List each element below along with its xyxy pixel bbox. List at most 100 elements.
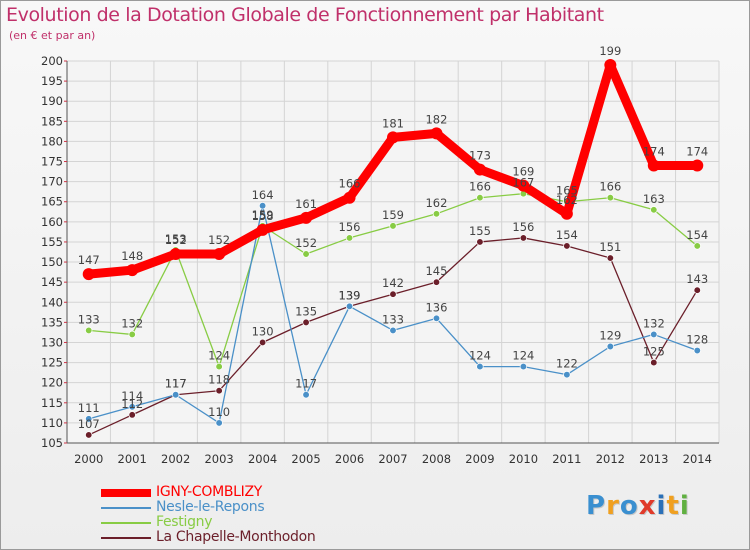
data-label: 142 (382, 276, 404, 290)
data-point (215, 419, 223, 427)
data-label: 133 (382, 312, 404, 326)
x-tick-label: 2009 (465, 452, 494, 466)
data-point (650, 358, 658, 367)
y-tick-label: 160 (41, 215, 63, 229)
y-tick-label: 150 (41, 255, 63, 269)
data-label: 166 (339, 177, 361, 191)
data-label: 117 (165, 377, 187, 391)
data-point (85, 431, 93, 439)
x-tick-label: 2002 (161, 452, 190, 466)
data-point (389, 326, 397, 335)
y-tick-label: 165 (41, 195, 63, 209)
data-label: 143 (686, 272, 708, 286)
data-label: 114 (121, 389, 143, 403)
x-tick-label: 2012 (596, 452, 625, 466)
data-label: 133 (78, 312, 100, 326)
chart-title: Evolution de la Dotation Globale de Fonc… (6, 4, 604, 26)
y-tick-label: 185 (41, 114, 63, 128)
data-label: 162 (556, 193, 578, 207)
data-point (519, 362, 528, 371)
data-point (172, 391, 180, 399)
data-point (300, 211, 313, 224)
data-point (82, 268, 95, 281)
x-tick-label: 2010 (509, 452, 538, 466)
data-label: 153 (165, 232, 187, 246)
data-label: 152 (208, 233, 230, 247)
data-point (215, 387, 223, 395)
data-label: 130 (252, 324, 274, 338)
data-point (604, 59, 617, 72)
data-label: 167 (512, 176, 534, 190)
data-label: 128 (686, 333, 708, 347)
data-point (606, 254, 614, 262)
logo-letter: i (679, 491, 690, 521)
data-label: 152 (165, 233, 187, 247)
x-tick-label: 2013 (639, 452, 668, 466)
legend-swatch (101, 537, 151, 539)
data-label: 158 (252, 209, 274, 223)
y-tick-label: 155 (41, 235, 63, 249)
x-tick-label: 2001 (118, 452, 147, 466)
proxiti-logo: Proxiti (586, 491, 690, 521)
legend-label: La Chapelle-Monthodon (156, 529, 316, 545)
data-point (256, 223, 269, 236)
legend-label: Festigny (156, 514, 213, 530)
data-point (476, 194, 484, 202)
data-label: 199 (599, 44, 621, 58)
x-tick-label: 2003 (204, 452, 233, 466)
data-point (126, 264, 139, 277)
legend-label: IGNY-COMBLIZY (156, 484, 263, 500)
data-label: 129 (599, 328, 621, 342)
data-point (606, 194, 614, 202)
data-label: 159 (382, 208, 404, 222)
data-label: 139 (339, 288, 361, 302)
data-label: 139 (339, 288, 361, 302)
data-label: 151 (599, 240, 621, 254)
y-tick-label: 195 (41, 74, 63, 88)
data-label: 145 (425, 264, 447, 278)
data-point (215, 362, 223, 371)
data-point (258, 338, 267, 347)
data-label: 148 (121, 249, 143, 263)
legend-swatch (101, 522, 151, 524)
data-point (563, 370, 571, 379)
data-point (169, 248, 182, 261)
y-tick-label: 135 (41, 315, 63, 329)
data-label: 162 (425, 196, 447, 210)
y-tick-label: 130 (41, 335, 63, 349)
data-point (85, 326, 93, 335)
data-label: 154 (556, 228, 578, 242)
y-tick-label: 190 (41, 94, 63, 108)
data-point (213, 248, 226, 261)
data-point (691, 159, 704, 172)
data-label: 156 (339, 220, 361, 234)
data-point (389, 222, 397, 230)
data-point (693, 242, 701, 250)
data-point (693, 286, 701, 294)
logo-letter: t (666, 491, 680, 521)
data-label: 161 (295, 197, 317, 211)
data-point (128, 403, 136, 411)
logo-letter: x (638, 491, 657, 521)
x-tick-label: 2005 (291, 452, 320, 466)
data-label: 182 (425, 112, 447, 126)
data-point (302, 318, 310, 327)
y-tick-label: 110 (41, 416, 63, 430)
logo-letter: P (586, 491, 607, 521)
data-point (517, 179, 530, 192)
data-point (345, 234, 354, 242)
data-point (343, 191, 356, 204)
logo-letter: o (619, 491, 639, 521)
data-label: 159 (252, 208, 274, 222)
data-label: 181 (382, 116, 404, 130)
data-label: 156 (512, 220, 534, 234)
data-point (389, 290, 397, 298)
data-label: 107 (78, 417, 100, 431)
y-tick-label: 175 (41, 155, 63, 169)
data-label: 155 (469, 224, 491, 238)
x-tick-label: 2008 (422, 452, 451, 466)
logo-letter: r (606, 491, 620, 521)
y-tick-label: 115 (41, 396, 63, 410)
data-label: 165 (556, 184, 578, 198)
data-point (476, 362, 484, 371)
